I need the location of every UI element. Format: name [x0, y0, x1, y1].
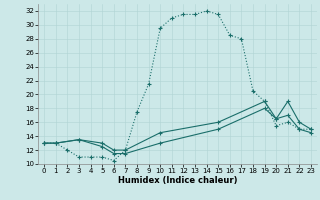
- X-axis label: Humidex (Indice chaleur): Humidex (Indice chaleur): [118, 176, 237, 185]
